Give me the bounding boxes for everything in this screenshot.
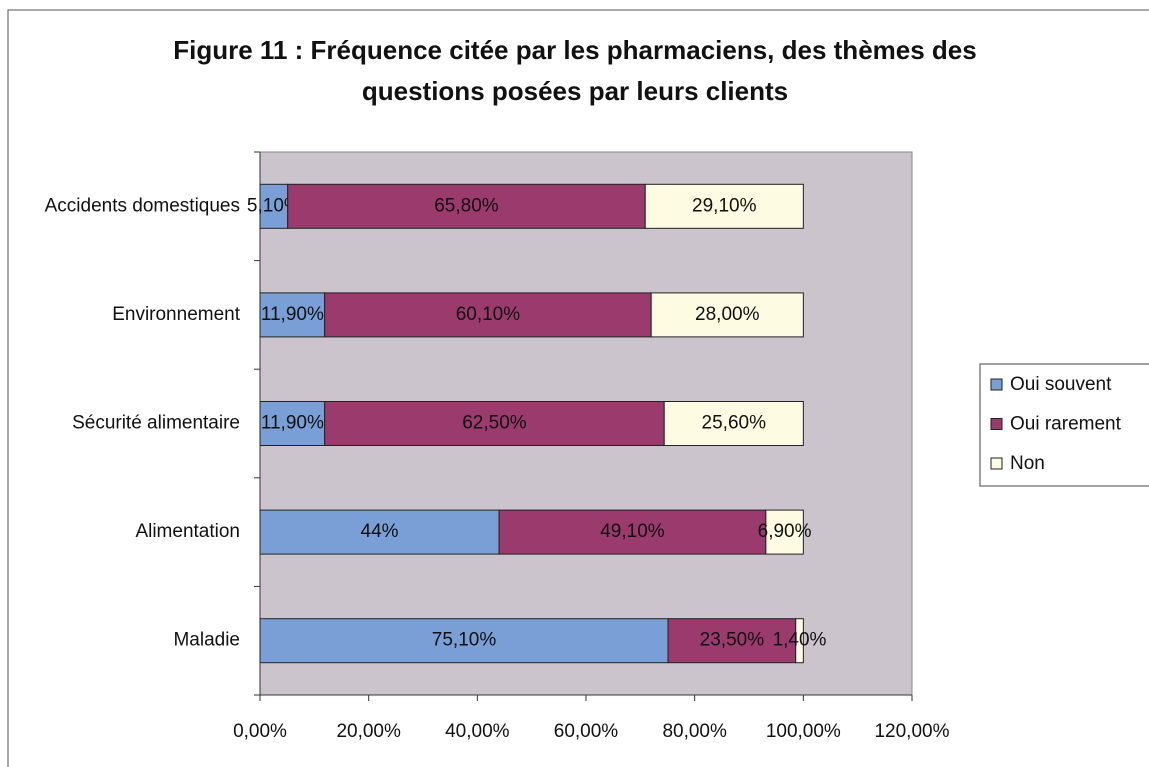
- bar-segment: [765, 509, 804, 555]
- bar-segment: [324, 292, 652, 338]
- chart-title: Figure 11 : Fréquence citée par les phar…: [173, 35, 977, 106]
- bar-segment: [644, 183, 804, 229]
- legend-label: Non: [1010, 453, 1045, 474]
- y-tick-label: Environnement: [112, 304, 241, 325]
- y-tick-label: Accidents domestiques: [45, 195, 240, 216]
- x-tick-label: 0,00%: [233, 721, 287, 742]
- legend-label: Oui souvent: [1010, 374, 1112, 395]
- value-label: 23,50%: [700, 630, 765, 651]
- bar-segment: [259, 618, 669, 664]
- value-label: 1,40%: [773, 630, 827, 651]
- value-label: 6,90%: [758, 521, 812, 542]
- value-label: 11,90%: [261, 413, 324, 434]
- x-tick-label: 40,00%: [445, 721, 510, 742]
- value-label: 29,10%: [692, 195, 757, 216]
- bar-segment: [259, 401, 326, 446]
- bar-segment: [259, 292, 326, 338]
- bar-segment: [667, 618, 797, 664]
- value-label: 62,50%: [462, 413, 527, 434]
- value-label: 25,60%: [702, 413, 767, 434]
- chart-frame: [7, 9, 1149, 767]
- value-label: 65,80%: [434, 195, 499, 216]
- bar-segment: [498, 509, 767, 555]
- x-tick-label: 100,00%: [766, 721, 841, 742]
- x-tick-label: 60,00%: [554, 721, 619, 742]
- value-label: 28,00%: [695, 304, 760, 325]
- value-label: 44%: [361, 521, 399, 542]
- value-label: 11,90%: [261, 304, 324, 325]
- value-label: 75,10%: [432, 630, 497, 651]
- bar-segment: [259, 183, 289, 229]
- y-tick-label: Alimentation: [135, 521, 240, 542]
- value-label: 49,10%: [600, 521, 665, 542]
- bar-segment: [324, 401, 665, 446]
- y-tick-label: Maladie: [173, 630, 240, 651]
- bar-segment: [650, 292, 804, 338]
- x-tick-label: 80,00%: [662, 721, 727, 742]
- bar-segment: [795, 618, 804, 664]
- x-tick-label: 20,00%: [336, 721, 401, 742]
- legend-swatch: [990, 378, 1003, 391]
- legend-swatch: [990, 457, 1003, 470]
- x-tick-label: 120,00%: [874, 721, 949, 742]
- value-label: 60,10%: [456, 304, 521, 325]
- legend-label: Oui rarement: [1010, 414, 1122, 435]
- legend-swatch: [990, 418, 1003, 430]
- bar-segment: [663, 401, 804, 446]
- y-tick-label: Sécurité alimentaire: [72, 413, 240, 434]
- legend-box: [979, 363, 1149, 487]
- bar-segment: [287, 183, 646, 229]
